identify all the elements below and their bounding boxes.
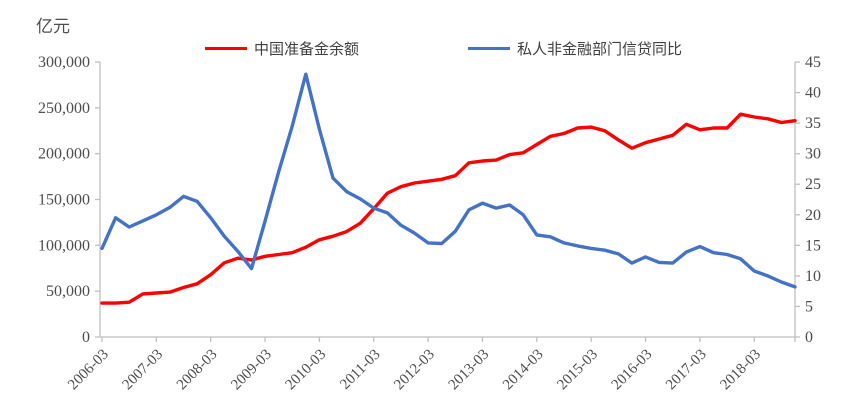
left-axis-unit-label: 亿元 [36, 17, 70, 36]
x-axis-tick-label: 2007-03 [120, 347, 167, 394]
legend-item-private-credit-yoy: 私人非金融部门信贷同比 [468, 38, 682, 59]
right-axis-tick-label: 30 [805, 146, 821, 163]
legend-label: 中国准备金余额 [254, 42, 360, 58]
left-axis-tick-label: 100,000 [38, 237, 90, 254]
left-axis-tick-label: 50,000 [46, 283, 90, 300]
right-axis-tick-label: 40 [805, 85, 821, 102]
left-axis-tick-label: 0 [82, 329, 90, 346]
x-axis-tick-label: 2012-03 [391, 347, 438, 394]
right-axis-tick-label: 10 [805, 268, 821, 285]
right-axis-tick-label: 25 [805, 176, 821, 193]
right-axis-tick-label: 5 [805, 298, 813, 315]
right-axis-tick-label: 20 [805, 207, 821, 224]
series-line-reserve-balance [100, 112, 797, 305]
right-axis-tick-label: 35 [805, 115, 821, 132]
left-axis-tick-label: 250,000 [38, 100, 90, 117]
x-axis-tick-label: 2006-03 [65, 347, 112, 394]
x-axis-tick-label: 2010-03 [283, 347, 330, 394]
x-axis-tick-label: 2008-03 [174, 347, 221, 394]
right-axis-tick-label: 45 [805, 54, 821, 71]
x-axis-tick-label: 2014-03 [500, 347, 547, 394]
legend-item-reserve-balance: 中国准备金余额 [205, 38, 359, 59]
right-axis-tick-label: 15 [805, 237, 821, 254]
x-axis-tick-label: 2018-03 [717, 347, 764, 394]
right-axis-tick-label: 0 [805, 329, 813, 346]
x-axis-tick-label: 2009-03 [228, 347, 275, 394]
left-axis-tick-label: 300,000 [38, 54, 90, 71]
x-axis-tick-label: 2015-03 [554, 347, 601, 394]
x-axis-tick-label: 2017-03 [663, 347, 710, 394]
x-axis-tick-label: 2013-03 [446, 347, 493, 394]
series-line-private-credit-yoy [100, 72, 797, 289]
x-axis-tick-label: 2016-03 [609, 347, 656, 394]
legend-blue-line-swatch [468, 46, 510, 51]
legend-red-line-swatch [205, 46, 247, 51]
x-axis-tick-label: 2011-03 [337, 347, 383, 393]
left-axis-tick-label: 150,000 [38, 192, 90, 209]
left-axis-tick-label: 200,000 [38, 146, 90, 163]
legend-label: 私人非金融部门信贷同比 [517, 42, 683, 58]
